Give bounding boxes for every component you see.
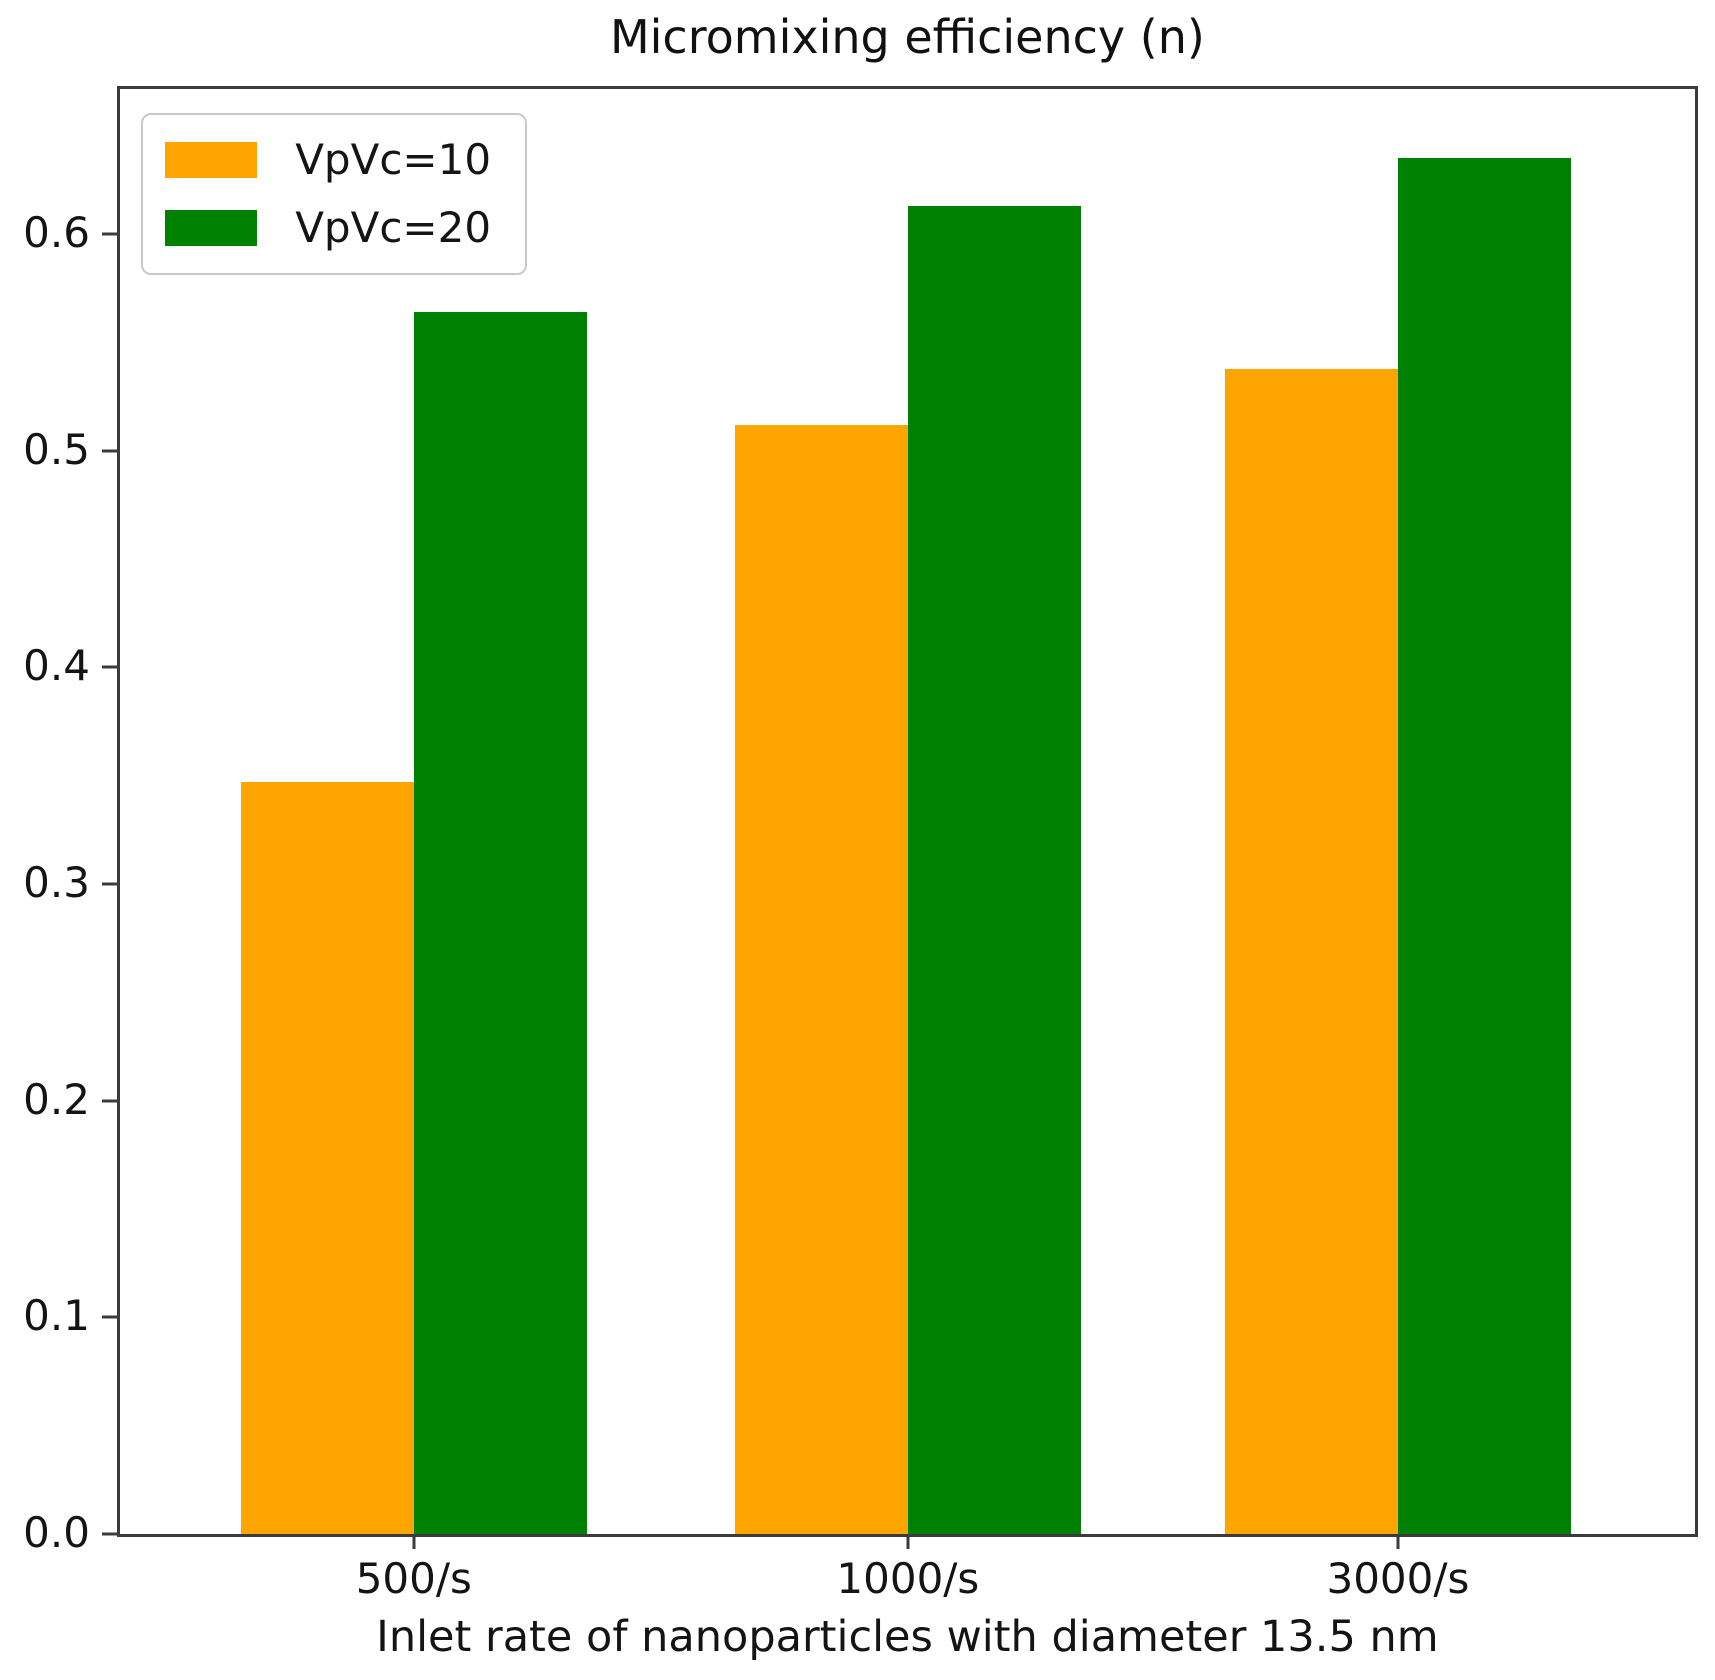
y-tick-05 xyxy=(101,449,117,453)
x-tick-1000s xyxy=(906,1534,910,1550)
y-tick-label-03: 0.3 xyxy=(23,858,90,908)
x-tick-3000s xyxy=(1396,1534,1400,1550)
y-tick-02 xyxy=(101,1099,117,1103)
bar-1000s-vpvc10 xyxy=(734,424,908,1535)
y-tick-label-06: 0.6 xyxy=(23,208,90,258)
x-tick-label-3000s: 3000/s xyxy=(1326,1554,1470,1604)
y-tick-01 xyxy=(101,1315,117,1319)
bar-500s-vpvc10 xyxy=(240,782,414,1535)
y-tick-label-04: 0.4 xyxy=(23,641,90,691)
legend-item-vpvc10: VpVc=10 xyxy=(165,134,492,184)
x-tick-label-500s: 500/s xyxy=(355,1554,472,1604)
x-tick-500s xyxy=(412,1534,416,1550)
bar-500s-vpvc20 xyxy=(413,312,588,1535)
bar-1000s-vpvc20 xyxy=(907,206,1082,1535)
bar-3000s-vpvc10 xyxy=(1224,368,1398,1535)
y-tick-label-05: 0.5 xyxy=(23,424,90,474)
legend-item-vpvc20: VpVc=20 xyxy=(165,202,492,252)
legend-label-vpvc10: VpVc=10 xyxy=(295,134,492,184)
legend-swatch-vpvc10-icon xyxy=(165,141,258,178)
x-tick-label-1000s: 1000/s xyxy=(836,1554,980,1604)
y-tick-03 xyxy=(101,882,117,886)
y-tick-label-00: 0.0 xyxy=(23,1508,90,1558)
y-tick-04 xyxy=(101,665,117,669)
chart-title: Micromixing efficiency (n) xyxy=(609,10,1205,64)
bar-3000s-vpvc20 xyxy=(1397,158,1572,1535)
y-tick-00 xyxy=(101,1532,117,1536)
y-tick-label-02: 0.2 xyxy=(23,1074,90,1124)
y-tick-label-01: 0.1 xyxy=(23,1291,90,1341)
legend-label-vpvc20: VpVc=20 xyxy=(295,202,492,252)
legend-swatch-vpvc20-icon xyxy=(165,209,258,246)
y-tick-06 xyxy=(101,232,117,236)
plot-area: VpVc=10 VpVc=20 Inlet rate of nanopartic… xyxy=(23,86,1698,1659)
legend: VpVc=10 VpVc=20 xyxy=(141,112,528,275)
x-axis-label: Inlet rate of nanoparticles with diamete… xyxy=(376,1612,1439,1663)
